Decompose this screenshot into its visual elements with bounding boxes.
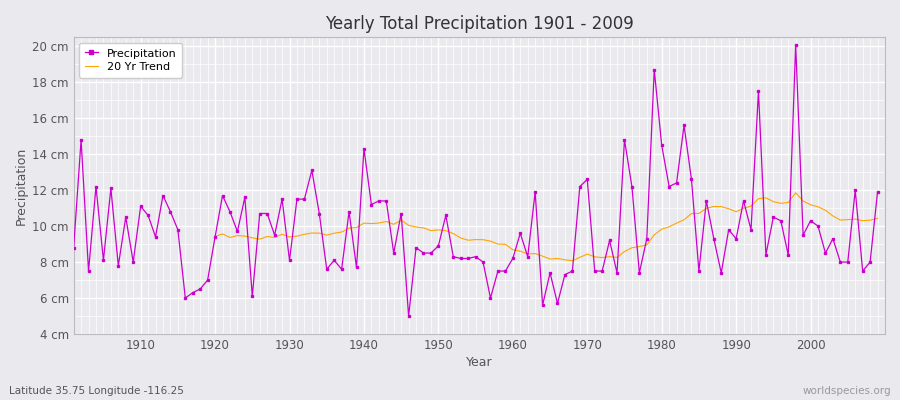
Text: worldspecies.org: worldspecies.org xyxy=(803,386,891,396)
Precipitation xyxy=(337,267,347,272)
Precipitation xyxy=(292,197,302,202)
20 Yr Trend xyxy=(567,258,578,263)
Precipitation xyxy=(790,42,801,47)
Line: 20 Yr Trend: 20 Yr Trend xyxy=(215,193,878,261)
20 Yr Trend xyxy=(210,234,220,239)
Precipitation xyxy=(68,245,79,250)
20 Yr Trend xyxy=(858,218,868,223)
20 Yr Trend xyxy=(299,232,310,237)
Precipitation xyxy=(128,260,139,264)
Text: Latitude 35.75 Longitude -116.25: Latitude 35.75 Longitude -116.25 xyxy=(9,386,184,396)
Precipitation xyxy=(515,231,526,236)
Line: Precipitation: Precipitation xyxy=(73,44,878,317)
20 Yr Trend xyxy=(679,218,689,222)
20 Yr Trend xyxy=(872,216,883,221)
Precipitation xyxy=(604,238,615,243)
20 Yr Trend xyxy=(768,199,778,204)
Precipitation xyxy=(872,190,883,194)
20 Yr Trend xyxy=(783,200,794,205)
X-axis label: Year: Year xyxy=(466,356,492,369)
Precipitation xyxy=(508,256,518,261)
20 Yr Trend xyxy=(790,190,801,195)
Y-axis label: Precipitation: Precipitation xyxy=(15,146,28,225)
Legend: Precipitation, 20 Yr Trend: Precipitation, 20 Yr Trend xyxy=(79,43,183,78)
Title: Yearly Total Precipitation 1901 - 2009: Yearly Total Precipitation 1901 - 2009 xyxy=(325,15,634,33)
20 Yr Trend xyxy=(410,225,421,230)
Precipitation xyxy=(403,314,414,318)
